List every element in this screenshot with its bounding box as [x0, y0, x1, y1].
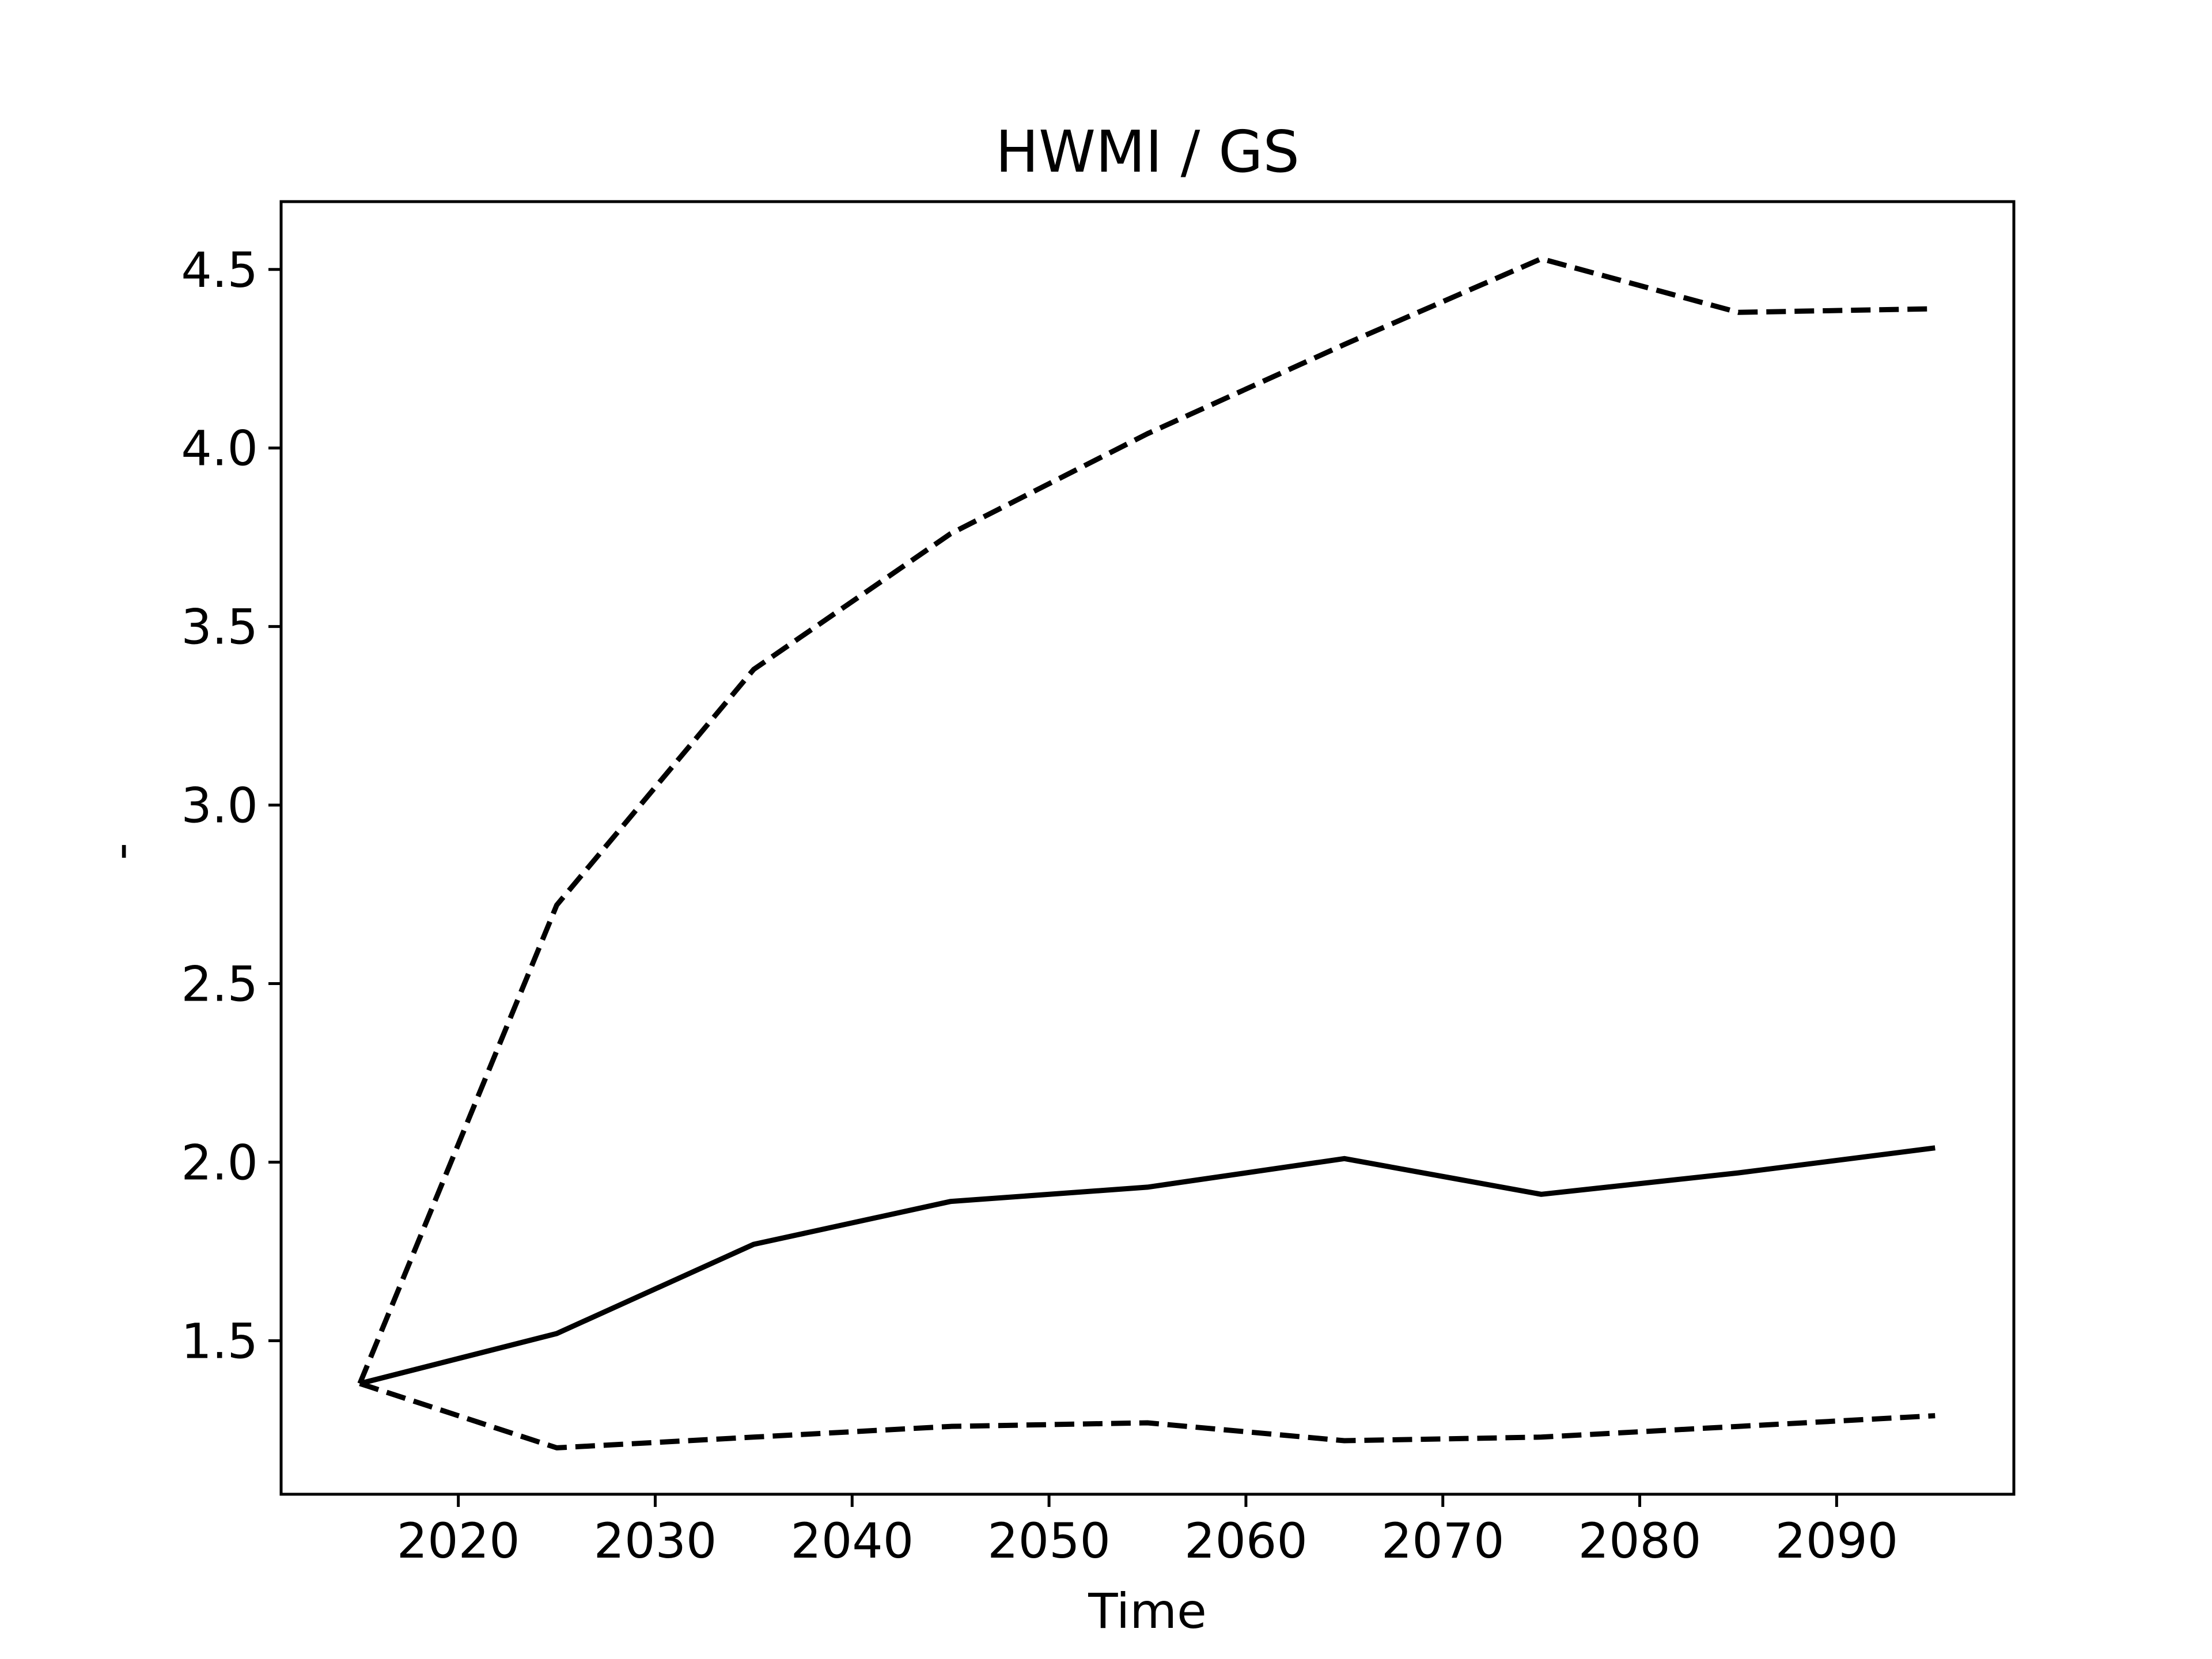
x-tick-label: 2030 [594, 1513, 717, 1569]
x-axis-label: Time [1088, 1583, 1207, 1639]
y-tick-label: 1.5 [181, 1313, 258, 1369]
chart-title: HWMI / GS [995, 118, 1300, 185]
solid-series-line-1 [359, 1145, 1936, 1387]
plot-area [357, 256, 1936, 1450]
x-tick-label: 2070 [1381, 1513, 1505, 1569]
y-axis-ticks: 1.5 2.0 2.5 3.0 3.5 4.0 4.5 [181, 242, 281, 1369]
dashed-series-line-0 [357, 256, 1936, 1385]
y-tick-label: 3.0 [181, 778, 258, 834]
dashed-series-line-2 [359, 1381, 1936, 1450]
y-tick-label: 4.5 [181, 242, 258, 298]
x-tick-label: 2080 [1578, 1513, 1702, 1569]
plot-frame [279, 200, 2016, 1496]
y-axis-label: - [92, 843, 149, 860]
x-tick-label: 2040 [790, 1513, 914, 1569]
y-tick-label: 3.5 [181, 599, 258, 656]
x-tick-label: 2020 [397, 1513, 520, 1569]
x-tick-label: 2050 [987, 1513, 1111, 1569]
y-tick-label: 2.0 [181, 1135, 258, 1191]
x-tick-label: 2060 [1184, 1513, 1308, 1569]
y-tick-label: 4.0 [181, 421, 258, 477]
x-tick-label: 2090 [1775, 1513, 1898, 1569]
x-axis-ticks: 2020 2030 2040 2050 2060 2070 2080 2090 [397, 1494, 1898, 1569]
y-tick-label: 2.5 [181, 956, 258, 1013]
